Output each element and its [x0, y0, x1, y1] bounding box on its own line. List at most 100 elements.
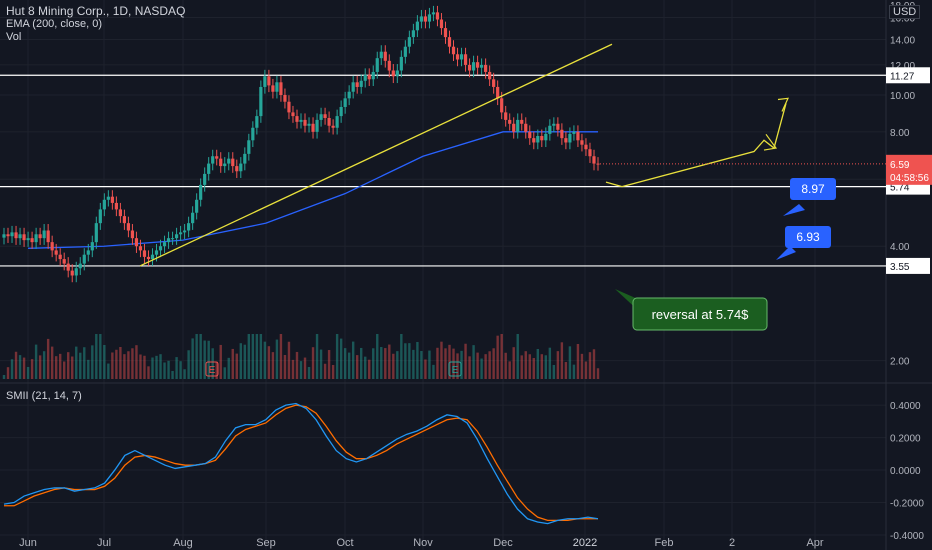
candle-body — [568, 133, 572, 143]
candle-body — [383, 51, 387, 61]
volume-bar — [95, 334, 98, 379]
volume-bar — [516, 334, 519, 379]
candle-body — [480, 64, 484, 68]
volume-bar — [520, 355, 523, 379]
candle-body — [375, 58, 379, 72]
volume-bar — [247, 334, 251, 379]
volume-bar — [195, 334, 198, 379]
candle-body — [391, 70, 395, 77]
candle-body — [18, 234, 22, 239]
volume-bar — [10, 359, 14, 379]
candle-body — [183, 230, 187, 233]
candle-body — [572, 131, 576, 134]
volume-bar — [42, 351, 46, 379]
volume-bar — [388, 344, 391, 379]
candle-body — [158, 246, 163, 251]
candle-body — [203, 173, 207, 185]
indicator-tick-label: -0.4000 — [890, 531, 924, 542]
volume-bar — [219, 344, 222, 379]
candle-body — [86, 250, 90, 255]
vol-legend[interactable]: Vol — [6, 31, 22, 43]
candle-body — [576, 131, 580, 141]
volume-bar — [251, 334, 255, 379]
volume-bar — [167, 360, 170, 379]
volume-bar — [560, 342, 564, 379]
volume-bar — [18, 355, 22, 379]
volume-bar — [207, 340, 210, 379]
symbol-title[interactable]: Hut 8 Mining Corp., 1D, NASDAQ — [6, 4, 186, 18]
candle-body — [435, 12, 440, 20]
volume-bar — [175, 357, 178, 379]
volume-bar — [255, 334, 259, 379]
volume-bar — [420, 350, 423, 379]
volume-bar — [299, 361, 303, 379]
time-tick-label: Oct — [336, 537, 353, 549]
candle-body — [34, 234, 38, 243]
candle-body — [311, 123, 315, 132]
volume-bar — [215, 361, 218, 379]
level-tag-box — [886, 257, 930, 274]
volume-bar — [143, 355, 146, 379]
volume-bar — [131, 348, 134, 379]
volume-bar — [119, 347, 122, 379]
candle-body — [323, 114, 327, 118]
candle-body — [532, 138, 536, 143]
volume-bar — [323, 363, 327, 379]
time-tick-label: 2022 — [573, 537, 597, 549]
volume-bar — [58, 353, 62, 379]
candle-body — [90, 242, 94, 251]
volume-bar — [127, 351, 130, 379]
candle-body — [584, 144, 588, 150]
volume-bar — [199, 334, 202, 379]
candle-body — [399, 56, 403, 71]
price-tick-label: 12.00 — [890, 61, 915, 72]
volume-bar — [564, 362, 568, 379]
candle-body — [451, 46, 456, 55]
candle-body — [82, 254, 86, 264]
indicator-legend[interactable]: SMII (21, 14, 7) — [6, 390, 82, 402]
level-tag-text: 3.55 — [890, 262, 910, 273]
candle-body — [500, 98, 504, 113]
price-label-897-box — [790, 178, 836, 200]
candle-body — [407, 37, 411, 47]
trendline — [139, 43, 613, 267]
volume-bar — [548, 347, 552, 379]
candle-body — [275, 82, 279, 92]
candle-body — [431, 12, 436, 15]
volume-bar — [347, 352, 351, 379]
volume-bar — [283, 355, 287, 379]
volume-bar — [468, 356, 471, 379]
candle-body — [363, 74, 367, 81]
candle-body — [504, 112, 508, 120]
candle-body — [106, 196, 110, 200]
volume-bar — [355, 355, 359, 379]
candle-body — [351, 82, 355, 92]
volume-bar — [99, 334, 102, 379]
ema-legend[interactable]: EMA (200, close, 0) — [6, 18, 102, 30]
last-price-tag-box — [886, 154, 932, 185]
candle-body — [339, 106, 343, 117]
level-tag-box — [886, 67, 930, 84]
candle-body — [54, 250, 58, 255]
candle-body — [596, 163, 600, 165]
candle-body — [488, 71, 492, 80]
projection-stem — [605, 181, 623, 188]
candle-body — [379, 51, 383, 59]
candle-body — [423, 16, 428, 22]
time-tick-label: Sep — [256, 537, 276, 549]
time-tick-label: Nov — [413, 537, 433, 549]
candle-body — [371, 71, 375, 80]
candle-body — [528, 131, 532, 139]
candle-body — [588, 149, 592, 157]
currency-label[interactable]: USD — [889, 5, 921, 19]
volume-bar — [291, 359, 295, 379]
candle-body — [524, 123, 528, 132]
candle-body — [195, 199, 199, 213]
candle-body — [122, 216, 127, 224]
candle-body — [58, 254, 62, 260]
candle-body — [114, 202, 118, 210]
volume-bar — [556, 351, 560, 379]
volume-bar — [372, 348, 375, 379]
indicator-tick-label: 0.4000 — [890, 401, 921, 412]
